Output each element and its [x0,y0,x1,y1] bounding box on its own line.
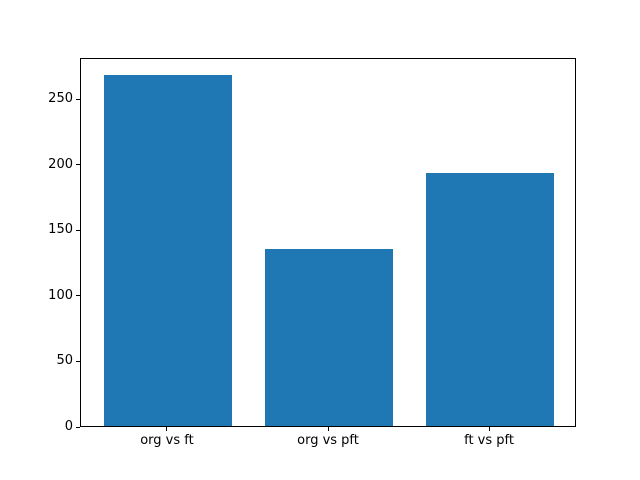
bar-org-vs-pft [264,248,394,426]
y-tick-label-200: 200 [48,156,73,172]
x-tick-mark-ft-vs-pft [488,427,490,431]
x-tick-mark-org-vs-pft [327,427,329,431]
y-tick-label-250: 250 [48,91,73,107]
bar-org-vs-ft [103,74,233,426]
plot-area [80,58,576,427]
y-tick-label-150: 150 [48,222,73,238]
y-tick-label-100: 100 [48,287,73,303]
x-tick-mark-org-vs-ft [166,427,168,431]
y-tick-mark-100 [76,295,80,297]
y-tick-label-0: 0 [64,419,73,434]
x-tick-label-ft-vs-pft: ft vs pft [464,433,514,448]
y-tick-mark-200 [76,164,80,166]
y-tick-mark-0 [76,426,80,428]
bar-ft-vs-pft [425,172,555,426]
y-tick-mark-150 [76,229,80,231]
y-tick-label-50: 50 [56,353,73,369]
x-tick-label-org-vs-pft: org vs pft [297,433,359,448]
x-tick-label-org-vs-ft: org vs ft [140,433,194,448]
y-tick-mark-250 [76,98,80,100]
y-tick-mark-50 [76,360,80,362]
